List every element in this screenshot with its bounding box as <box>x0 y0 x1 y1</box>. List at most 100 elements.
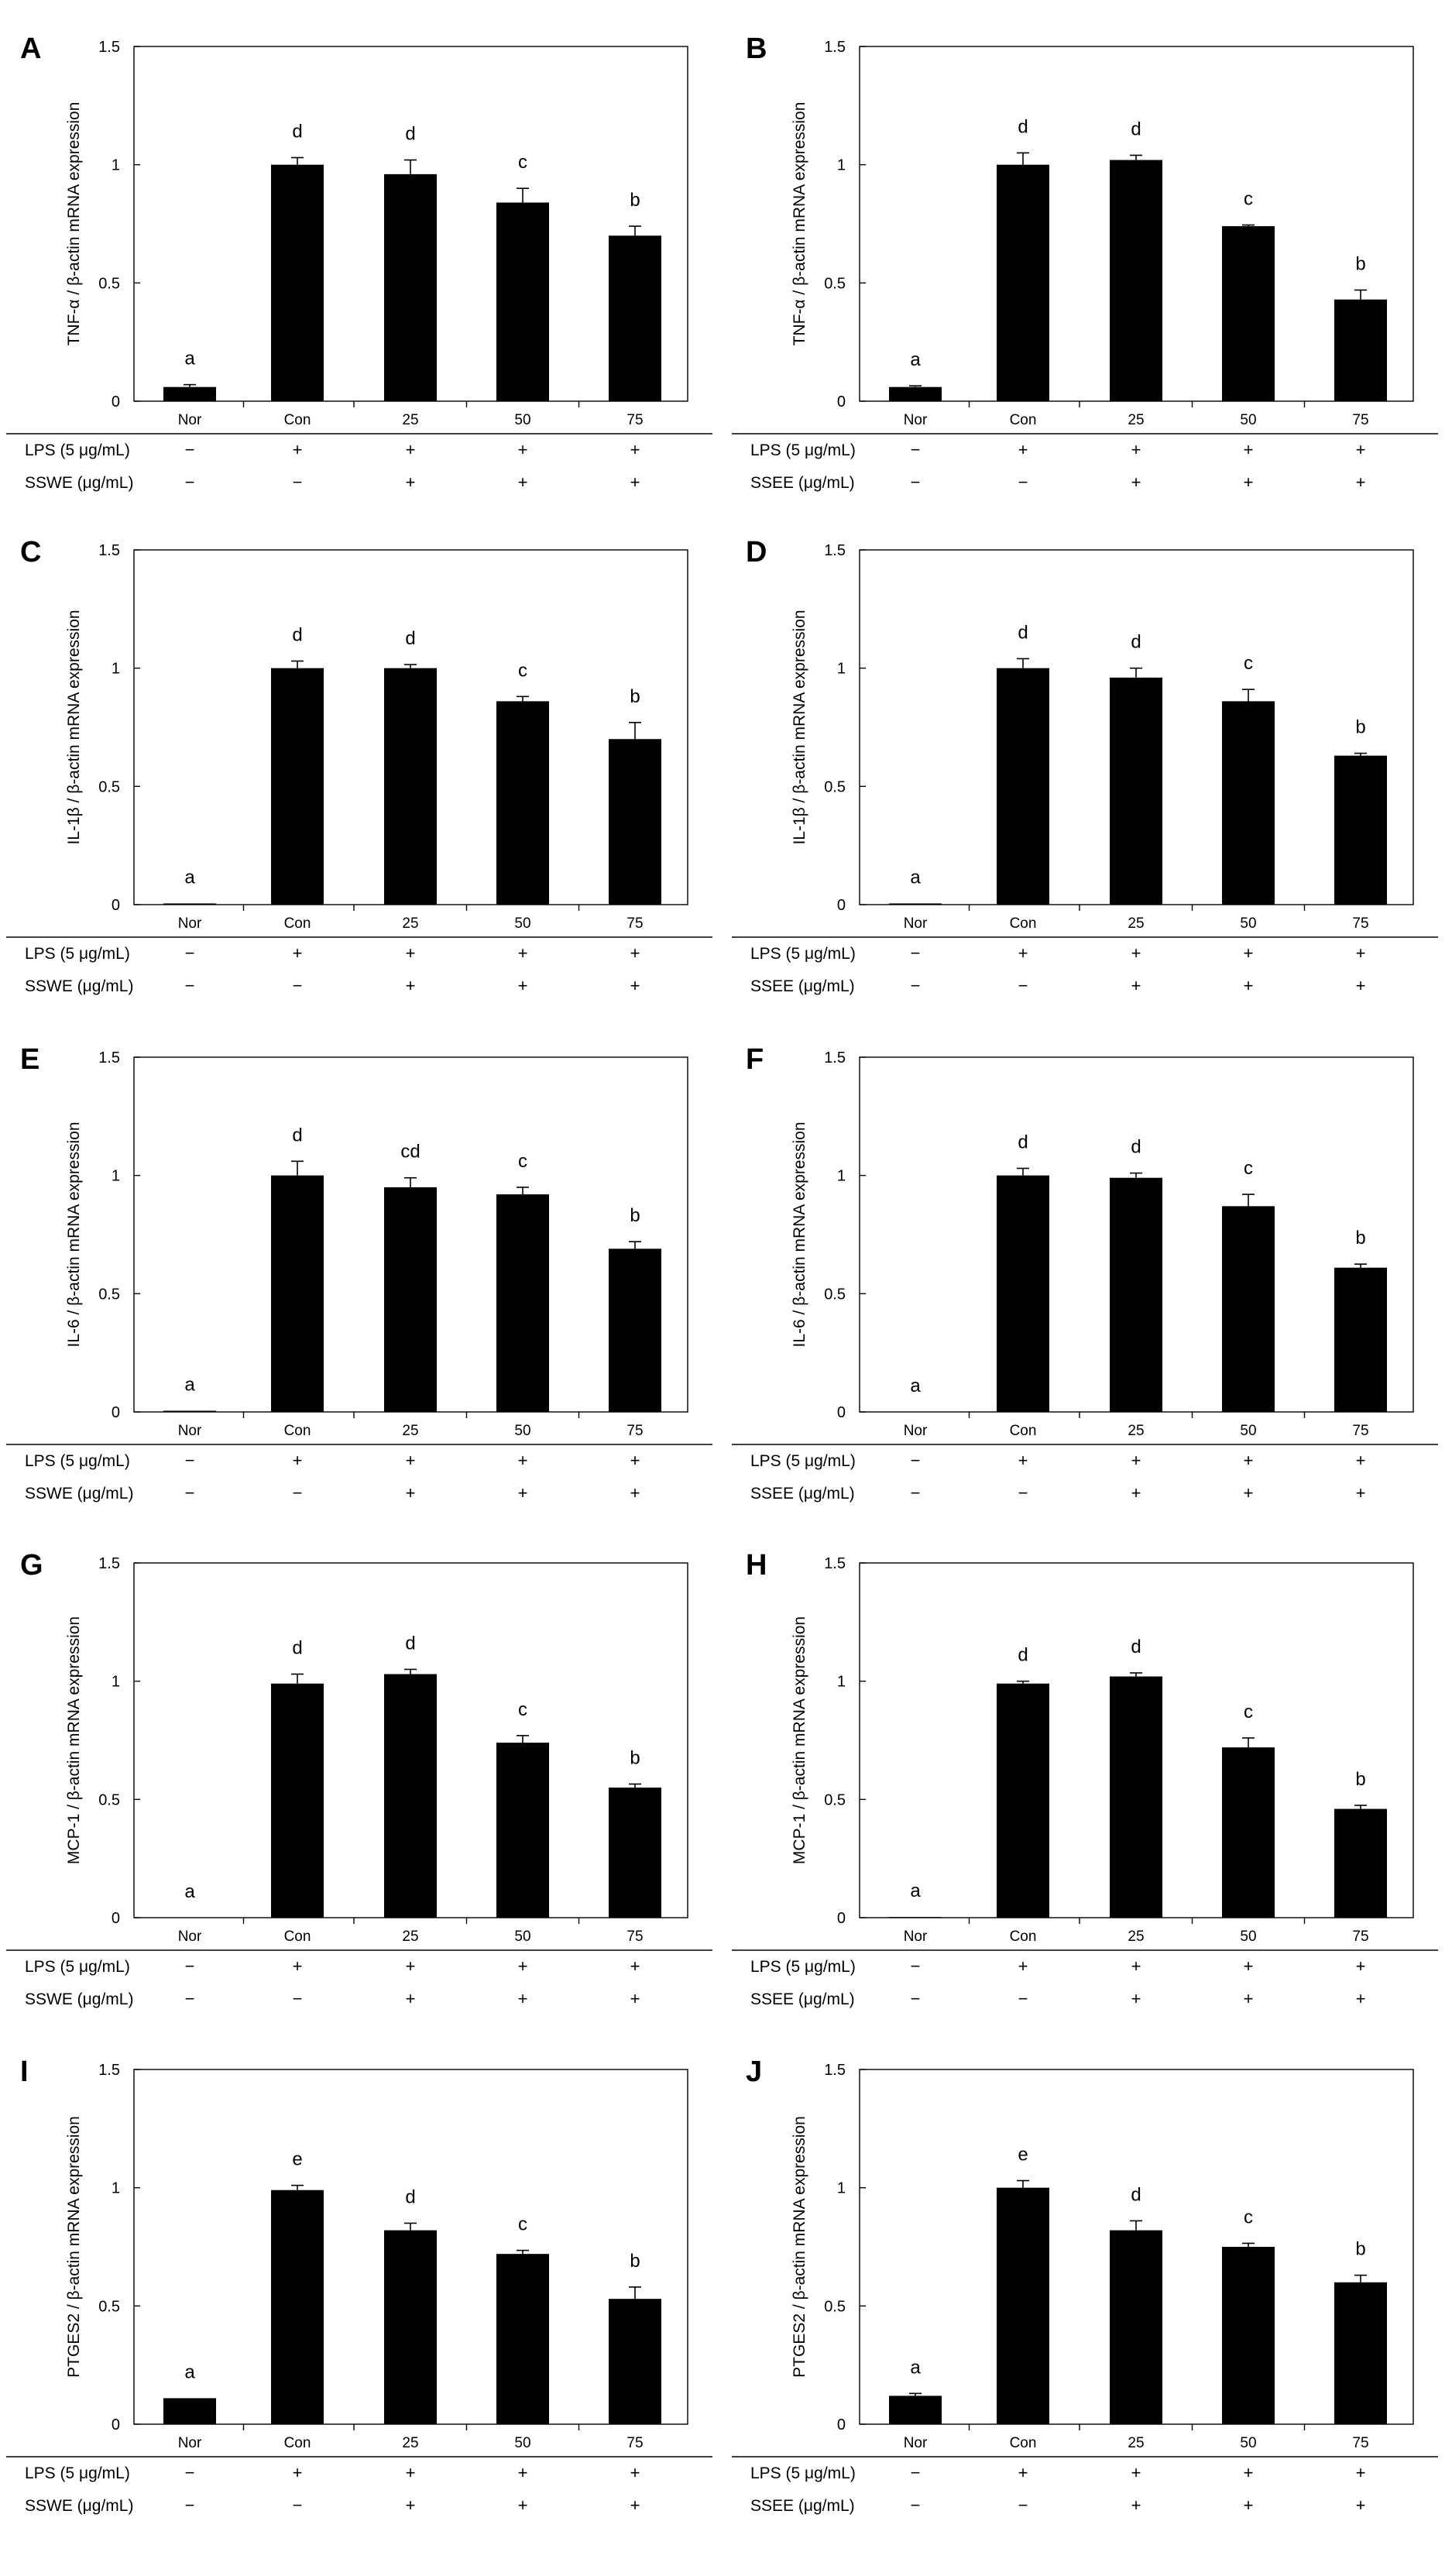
significance-letter: d <box>1131 2184 1141 2205</box>
y-axis-label-separator: / <box>65 286 83 300</box>
category-label: Con <box>284 1929 311 1945</box>
category-label: 25 <box>1128 2435 1144 2451</box>
treatment-sign: − <box>293 976 303 995</box>
treatment-sign: + <box>1018 1956 1028 1976</box>
treatment-sign: + <box>630 1451 640 1470</box>
y-axis-label-gene: MCP-1 <box>65 1814 83 1864</box>
y-tick-label: 1 <box>112 157 120 174</box>
category-label: Nor <box>904 412 928 428</box>
bar <box>889 1917 942 1918</box>
treatment-sign: + <box>1131 440 1141 459</box>
treatment-sign: + <box>293 1451 303 1470</box>
treatment-sign: − <box>185 943 195 963</box>
y-tick-label: 0 <box>112 393 120 410</box>
treatment-row-label: LPS (5 μg/mL) <box>25 1958 130 1976</box>
category-label: 50 <box>1240 1929 1256 1945</box>
y-tick-label: 0.5 <box>824 1286 846 1303</box>
category-label: Nor <box>178 1929 202 1945</box>
treatment-row-label: SSEE (μg/mL) <box>750 474 855 492</box>
bar <box>609 2299 661 2424</box>
y-tick-label: 0 <box>837 393 846 410</box>
y-tick-label: 1 <box>112 661 120 678</box>
panel-letter: E <box>20 1043 39 1076</box>
bar <box>163 1410 216 1412</box>
treatment-sign: − <box>1018 2495 1028 2515</box>
treatment-sign: − <box>911 1956 921 1976</box>
treatment-sign: − <box>911 943 921 963</box>
treatment-sign: − <box>1018 472 1028 492</box>
treatment-sign: − <box>911 472 921 492</box>
category-label: Nor <box>904 1929 928 1945</box>
treatment-sign: + <box>1356 1483 1366 1503</box>
significance-letter: a <box>184 2361 195 2382</box>
y-axis-label: IL-1β / β-actin mRNA expression <box>65 610 83 844</box>
panel-letter: D <box>746 536 767 568</box>
bar <box>997 2187 1049 2424</box>
y-tick-label: 0 <box>112 897 120 914</box>
treatment-sign: + <box>1131 943 1141 963</box>
bar <box>609 1788 661 1918</box>
y-axis-label-gene: IL-6 <box>65 1319 83 1347</box>
treatment-sign: + <box>1131 2495 1141 2515</box>
panel-letter: J <box>746 2056 762 2088</box>
significance-letter: e <box>292 2149 302 2170</box>
treatment-sign: − <box>911 2463 921 2482</box>
category-label: 75 <box>1352 915 1368 932</box>
y-tick-label: 0.5 <box>824 275 846 292</box>
y-tick-label: 0 <box>837 1404 846 1421</box>
significance-letter: c <box>518 152 527 173</box>
bar <box>609 235 661 401</box>
treatment-sign: + <box>1356 1989 1366 2008</box>
panel-i: I 0 0.5 1 1.5 PTGES2 / β-actin mRNA expressio… <box>6 2056 712 2515</box>
y-axis-label-reference: β-actin mRNA expression <box>791 2116 808 2300</box>
treatment-sign: + <box>1244 2495 1254 2515</box>
treatment-sign: − <box>185 2463 195 2482</box>
bar <box>271 1683 324 1918</box>
treatment-row-label: SSWE (μg/mL) <box>25 977 133 995</box>
treatment-sign: + <box>1244 1451 1254 1470</box>
y-axis-label: IL-1β / β-actin mRNA expression <box>791 610 808 844</box>
significance-letter: c <box>1244 1702 1253 1722</box>
significance-letter: b <box>1355 717 1365 738</box>
treatment-sign: − <box>911 1451 921 1470</box>
treatment-sign: − <box>293 1483 303 1503</box>
treatment-row-label: SSEE (μg/mL) <box>750 2497 855 2515</box>
category-label: 50 <box>1240 1423 1256 1439</box>
treatment-sign: − <box>293 1989 303 2008</box>
y-axis-label-gene: MCP-1 <box>791 1814 808 1864</box>
significance-letter: e <box>1018 2145 1028 2166</box>
y-tick-label: 1.5 <box>824 542 846 559</box>
treatment-sign: + <box>406 1451 416 1470</box>
significance-letter: b <box>630 190 640 211</box>
category-label: 75 <box>1352 1423 1368 1439</box>
y-axis-label-reference: β-actin mRNA expression <box>65 102 83 286</box>
category-label: 75 <box>626 2435 643 2451</box>
treatment-sign: + <box>1244 472 1254 492</box>
significance-letter: d <box>292 1125 302 1145</box>
treatment-sign: + <box>406 2463 416 2482</box>
category-label: Nor <box>178 2435 202 2451</box>
treatment-sign: + <box>630 440 640 459</box>
treatment-sign: − <box>911 1483 921 1503</box>
treatment-sign: + <box>1244 440 1254 459</box>
treatment-sign: + <box>518 2463 528 2482</box>
bar <box>163 2398 216 2424</box>
category-label: 50 <box>1240 915 1256 932</box>
bar <box>496 202 549 401</box>
y-tick-label: 1.5 <box>98 1049 120 1066</box>
treatment-sign: + <box>518 472 528 492</box>
y-tick-label: 1 <box>112 1674 120 1691</box>
treatment-sign: + <box>630 1483 640 1503</box>
treatment-row-label: LPS (5 μg/mL) <box>750 441 856 459</box>
significance-letter: d <box>1131 632 1141 653</box>
category-label: Con <box>284 412 311 428</box>
bar <box>384 2230 437 2424</box>
y-tick-label: 1.5 <box>824 39 846 56</box>
bar <box>889 1412 942 1413</box>
y-axis-label-reference: β-actin mRNA expression <box>791 1616 808 1800</box>
treatment-sign: + <box>1018 440 1028 459</box>
bar <box>384 1187 437 1412</box>
significance-letter: c <box>1244 1158 1253 1179</box>
y-axis-label-separator: / <box>65 1800 83 1814</box>
